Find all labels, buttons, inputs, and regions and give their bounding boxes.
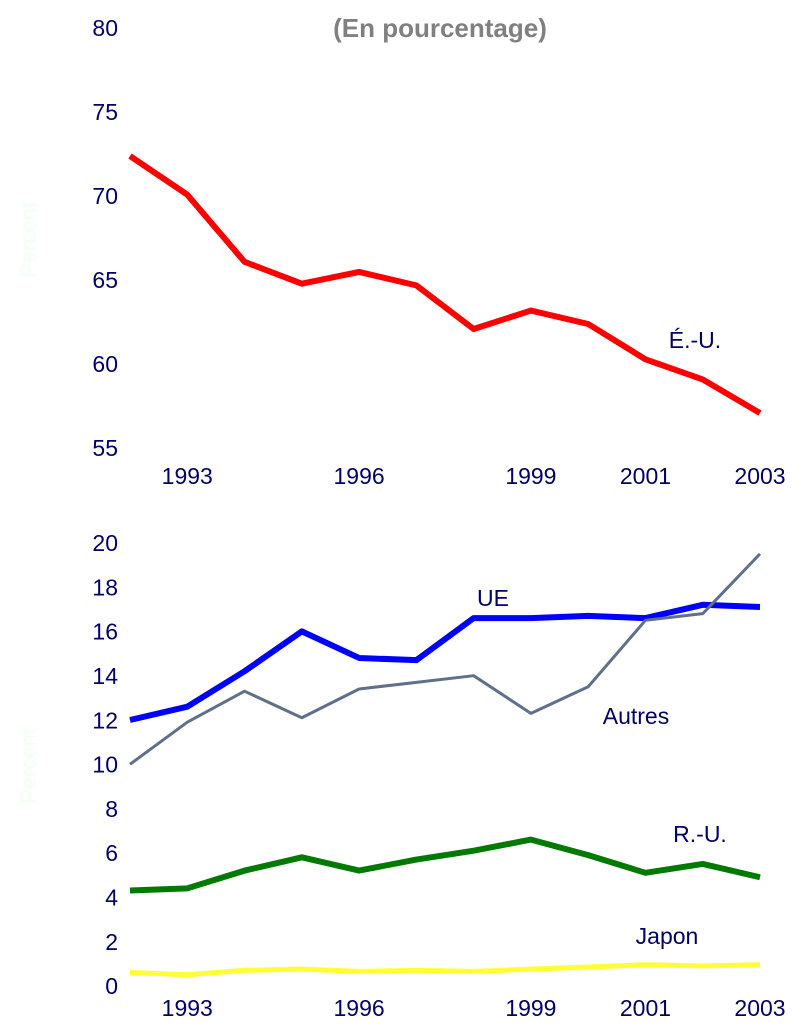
chart-subtitle: (En pourcentage)	[333, 13, 547, 43]
series-label: Autres	[603, 703, 669, 729]
y-tick-label: 16	[92, 619, 118, 645]
series-label: R.-U.	[673, 821, 727, 847]
x-tick-label: 1999	[505, 463, 556, 489]
y-tick-label: 12	[92, 707, 118, 733]
y-tick-label: 55	[92, 435, 118, 461]
y-tick-label: 20	[92, 530, 118, 556]
y-tick-label: 2	[105, 929, 118, 955]
y-tick-label: 4	[105, 884, 118, 910]
series-label: Japon	[636, 923, 699, 949]
y-axis-label: Percent	[16, 728, 41, 804]
series-line	[129, 601, 761, 723]
series-line	[129, 836, 761, 894]
y-tick-label: 60	[92, 351, 118, 377]
x-tick-label: 1993	[162, 463, 213, 489]
y-tick-label: 80	[92, 15, 118, 41]
y-tick-label: 6	[105, 840, 118, 866]
y-tick-label: 70	[92, 183, 118, 209]
x-tick-label: 1999	[505, 995, 556, 1021]
y-tick-label: 14	[92, 663, 118, 689]
x-tick-label: 2003	[734, 463, 785, 489]
x-tick-label: 2001	[620, 463, 671, 489]
series-line	[129, 962, 761, 978]
y-tick-label: 18	[92, 574, 118, 600]
series-label: UE	[477, 585, 509, 611]
y-tick-label: 10	[92, 752, 118, 778]
series-label: É.-U.	[669, 327, 721, 353]
series-line	[128, 153, 762, 416]
y-tick-label: 0	[105, 973, 118, 999]
series-line	[129, 552, 762, 766]
x-tick-label: 1993	[162, 995, 213, 1021]
x-tick-label: 1996	[334, 463, 385, 489]
x-tick-label: 2003	[734, 995, 785, 1021]
y-axis-label: Percent	[16, 202, 41, 278]
y-tick-label: 65	[92, 267, 118, 293]
x-tick-label: 2001	[620, 995, 671, 1021]
y-tick-label: 75	[92, 99, 118, 125]
y-tick-label: 8	[105, 796, 118, 822]
x-tick-label: 1996	[334, 995, 385, 1021]
